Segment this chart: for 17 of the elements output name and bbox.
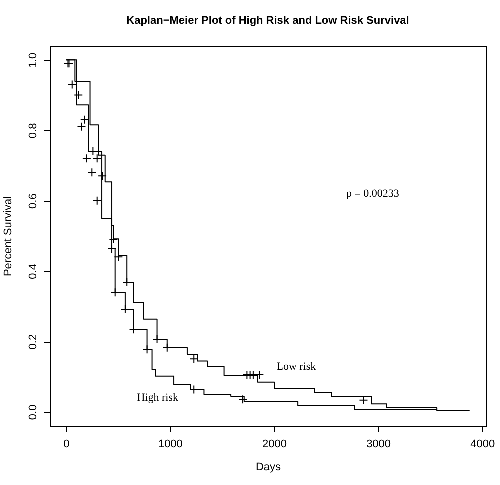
x-axis-title: Days [256,462,282,474]
y-axis-title: Percent Survival [2,196,14,277]
chart-title: Kaplan−Meier Plot of High Risk and Low Risk Survival [126,15,410,27]
y-tick-label: 0.6 [28,194,40,209]
y-tick-label: 0.2 [28,334,40,350]
series-label: Low risk [276,361,317,374]
y-tick-label: 1.0 [28,52,40,68]
y-tick-label: 0.8 [28,123,40,139]
x-tick-label: 2000 [262,438,287,450]
annotation: p = 0.00233 [346,188,400,200]
x-tick-label: 0 [64,438,70,450]
x-tick-label: 4000 [470,438,496,450]
y-tick-label: 0.0 [28,404,40,420]
x-tick-label: 1000 [158,438,183,450]
y-tick-label: 0.4 [28,264,40,280]
series-label: High risk [137,392,179,404]
x-tick-label: 3000 [366,438,392,450]
